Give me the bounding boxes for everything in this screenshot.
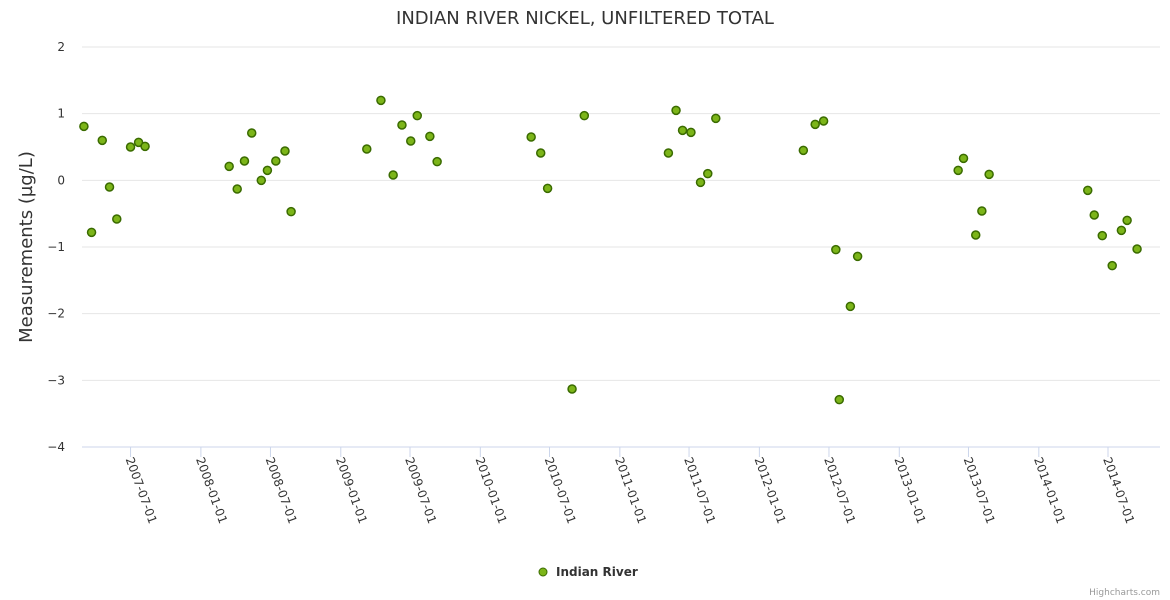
legend-marker[interactable]: [538, 567, 548, 577]
data-point[interactable]: [262, 165, 273, 176]
data-point[interactable]: [232, 184, 242, 194]
data-point[interactable]: [1097, 230, 1108, 241]
data-point[interactable]: [280, 146, 290, 156]
data-point[interactable]: [567, 384, 577, 394]
data-point[interactable]: [703, 168, 713, 179]
data-point[interactable]: [86, 227, 97, 238]
data-point[interactable]: [686, 127, 696, 138]
y-tick-label: 2: [57, 40, 65, 54]
data-point[interactable]: [1083, 185, 1093, 196]
chart-title: INDIAN RIVER NICKEL, UNFILTERED TOTAL: [396, 8, 774, 29]
data-point[interactable]: [406, 136, 416, 146]
data-point[interactable]: [831, 244, 841, 255]
data-point[interactable]: [579, 110, 590, 121]
series-indian-river: [79, 95, 1142, 405]
y-tick-label: −4: [47, 440, 65, 454]
data-point[interactable]: [845, 301, 856, 312]
y-tick-label: −1: [47, 240, 65, 254]
y-tick-label: 0: [57, 173, 65, 187]
data-point[interactable]: [542, 183, 553, 194]
data-point[interactable]: [834, 394, 845, 405]
data-point[interactable]: [677, 125, 688, 136]
data-point[interactable]: [798, 145, 809, 156]
data-point[interactable]: [140, 141, 150, 152]
data-point[interactable]: [376, 95, 386, 106]
data-point[interactable]: [412, 110, 423, 121]
y-tick-label: −2: [47, 307, 65, 321]
legend[interactable]: Indian River: [538, 565, 638, 579]
data-point[interactable]: [984, 169, 994, 180]
data-point[interactable]: [271, 156, 281, 166]
data-point[interactable]: [425, 131, 435, 142]
data-point[interactable]: [112, 214, 122, 224]
data-point[interactable]: [695, 177, 706, 188]
credits-link[interactable]: Highcharts.com: [1089, 588, 1160, 598]
data-point[interactable]: [432, 156, 442, 167]
data-point[interactable]: [97, 135, 108, 146]
data-point[interactable]: [818, 116, 829, 126]
y-tick-label: 1: [57, 107, 65, 121]
data-point[interactable]: [977, 206, 987, 216]
data-point[interactable]: [256, 175, 267, 186]
data-point[interactable]: [663, 148, 674, 158]
data-point[interactable]: [1107, 260, 1117, 271]
data-point[interactable]: [852, 251, 863, 262]
data-point[interactable]: [1089, 210, 1099, 220]
data-point[interactable]: [1132, 244, 1142, 254]
y-axis-labels: 2 1 0 −1 −2 −3 −4: [47, 40, 65, 454]
legend-item-indian-river[interactable]: Indian River: [556, 565, 638, 579]
data-point[interactable]: [239, 156, 250, 166]
data-point[interactable]: [246, 128, 257, 138]
data-point[interactable]: [953, 165, 963, 176]
data-point[interactable]: [286, 206, 296, 217]
data-point[interactable]: [224, 161, 234, 172]
data-point[interactable]: [362, 144, 372, 154]
data-point[interactable]: [397, 120, 407, 130]
data-point[interactable]: [125, 142, 136, 152]
data-point[interactable]: [958, 153, 969, 164]
y-tick-label: −3: [47, 373, 65, 387]
data-point[interactable]: [388, 170, 398, 180]
data-point[interactable]: [810, 119, 820, 130]
y-axis-title: Measurements (µg/L): [16, 151, 37, 343]
data-point[interactable]: [104, 182, 115, 192]
data-point[interactable]: [970, 230, 981, 240]
data-point[interactable]: [1122, 215, 1132, 226]
data-point[interactable]: [526, 132, 536, 142]
data-point[interactable]: [1116, 225, 1127, 236]
data-point[interactable]: [535, 148, 546, 158]
data-point[interactable]: [671, 105, 681, 116]
data-point[interactable]: [711, 113, 721, 124]
data-point[interactable]: [79, 121, 89, 132]
